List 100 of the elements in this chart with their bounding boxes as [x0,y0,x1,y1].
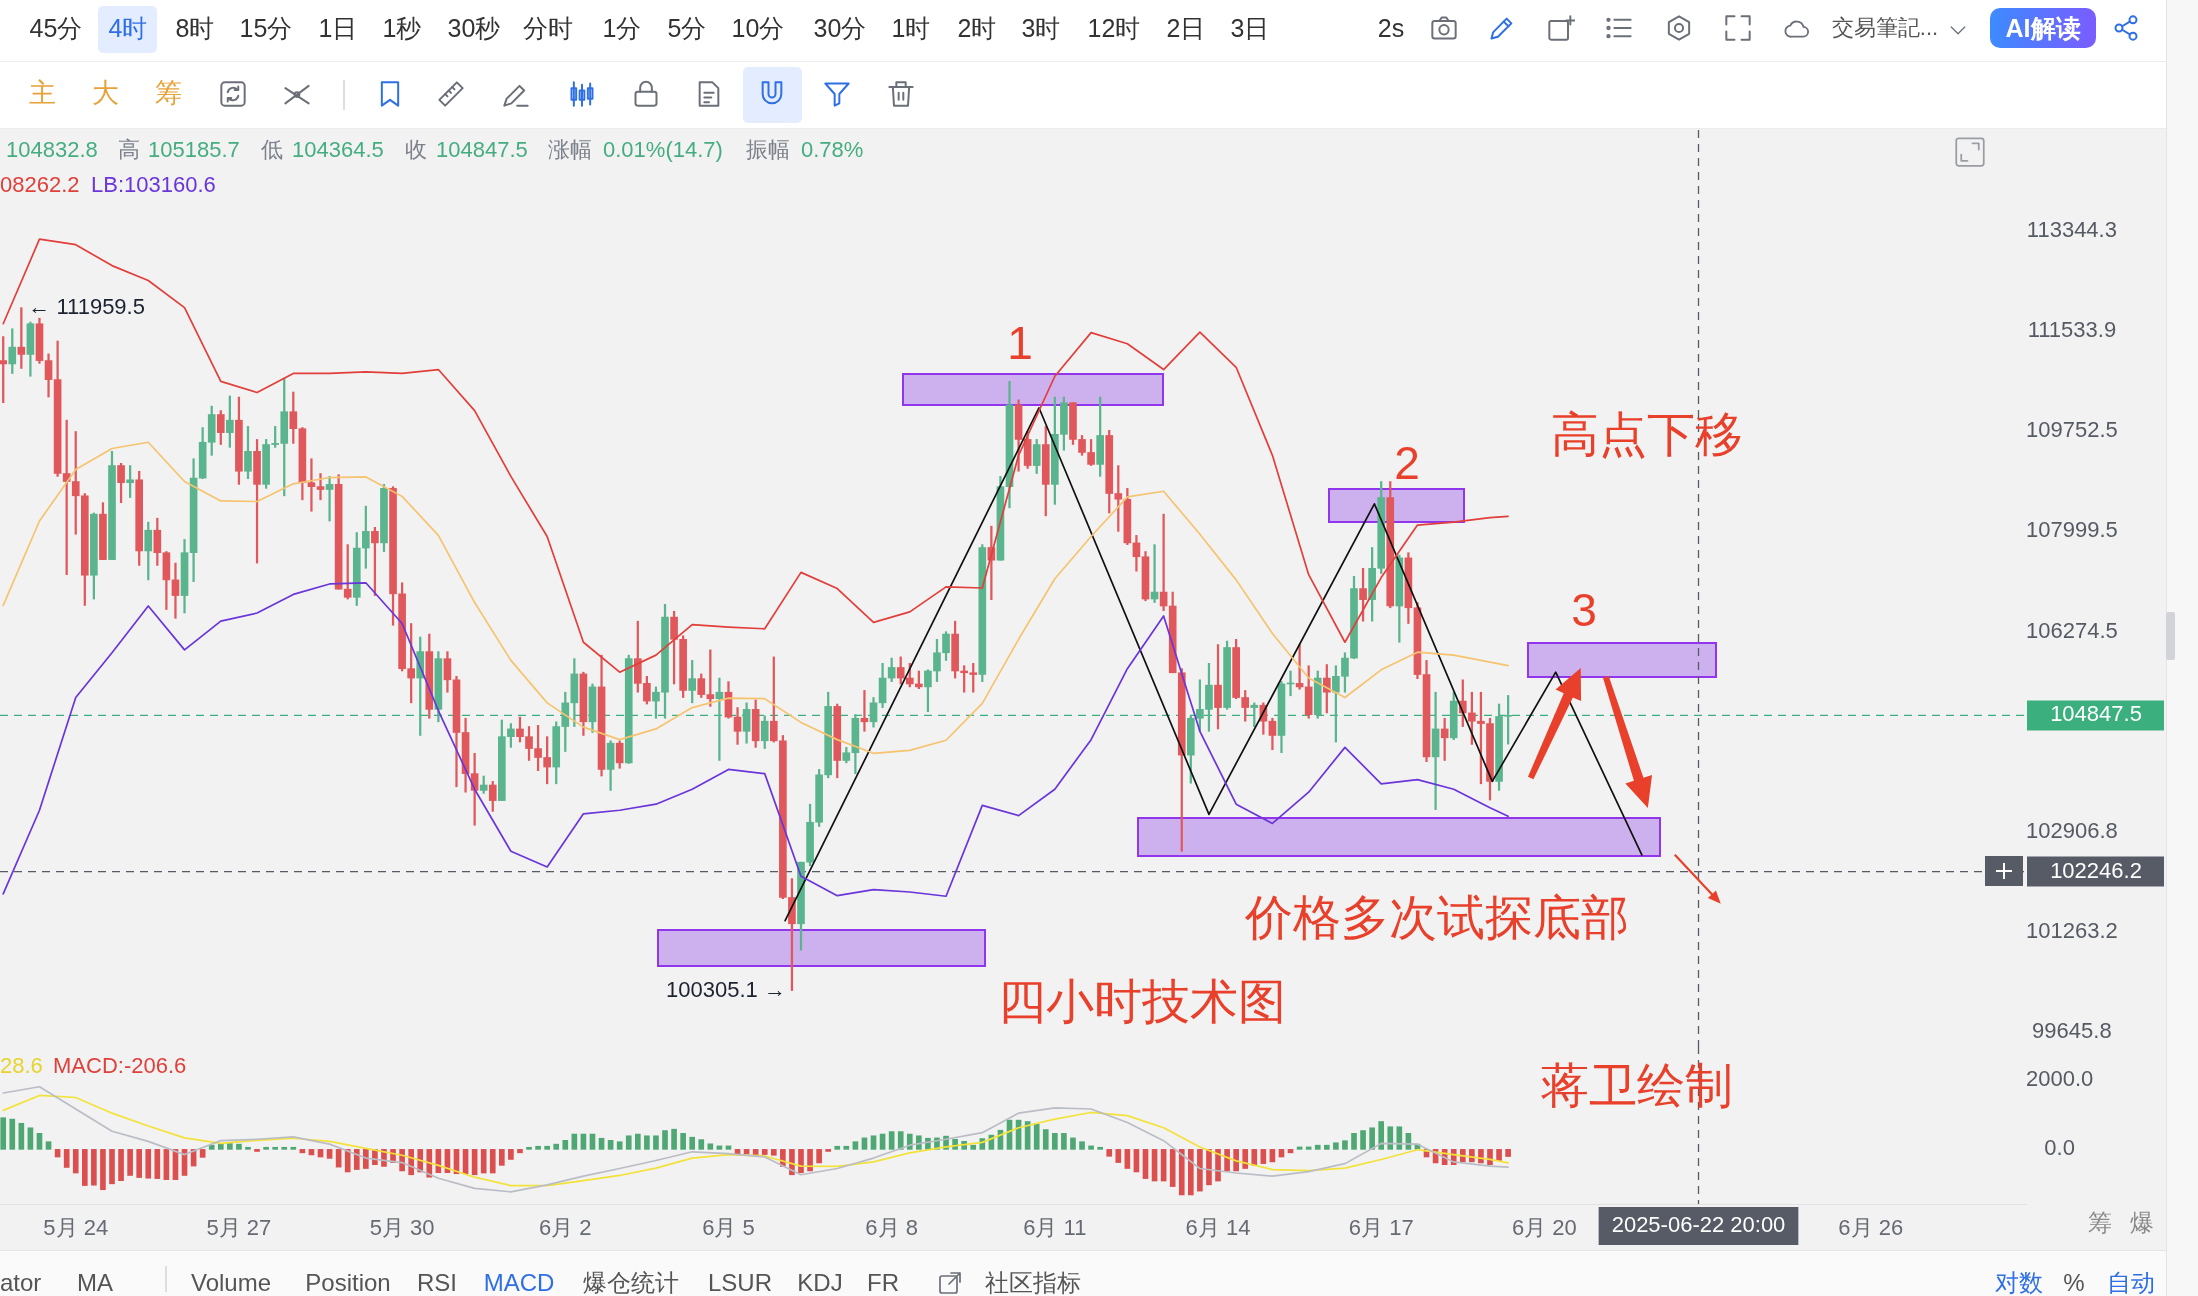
bar [1342,1140,1348,1150]
annotation: ← 111959.5 [28,293,145,319]
text: 交易筆記... [1831,15,1939,41]
text: 1秒 [382,13,422,43]
x-tick-label: 6月 14 [1185,1215,1251,1241]
annotation: MACD:-206.6 [53,1053,187,1079]
bar [1197,1149,1203,1192]
y-tick-label: 107999.5 [2026,517,2118,543]
bar [1305,1146,1312,1150]
annotation: 100305.1 → [666,976,786,1002]
text: 主 [28,78,56,110]
bar [526,1146,532,1150]
bar [698,1139,705,1150]
annotation: 低 [261,137,283,163]
bar [1251,1149,1258,1166]
bar [72,1149,79,1174]
x-tick-label: 6月 8 [865,1215,918,1241]
text: 对数 [1995,1269,2043,1296]
text: 2s [1377,13,1405,43]
bar [1233,1149,1239,1172]
text: MA [77,1269,113,1296]
text: 爆仓统计 [583,1269,679,1296]
y-tick-label: 2000.0 [2026,1065,2094,1091]
candlestick [307,458,316,512]
text: 2日 [1166,13,1206,43]
text: 4时 [108,13,148,43]
bar [100,1149,106,1191]
text: AI解读 [2005,13,2081,43]
bar [1187,1149,1194,1196]
text: 爆 [2130,1209,2154,1237]
candlestick [171,562,180,619]
bar [1505,1149,1511,1157]
bar [680,1133,686,1150]
y-tick-label: 0.0 [2044,1135,2075,1161]
ref-line-label: 102246.2 [2050,857,2142,883]
ref-line-label: 2025-06-22 20:00 [1611,1212,1786,1238]
text: 筹 [154,78,182,110]
bar [326,1149,333,1159]
bar [653,1135,659,1150]
bar [544,1145,550,1150]
bar [109,1149,115,1185]
bar [118,1149,124,1182]
text: 社区指标 [985,1269,1081,1296]
x-tick-label: 6月 20 [1511,1215,1577,1241]
bar [1351,1133,1357,1150]
annotation: 蒋卫绘制 [1541,1058,1733,1114]
text: LSUR [707,1269,773,1296]
bar [517,1149,523,1154]
bar [1242,1149,1249,1169]
bar [761,1149,768,1155]
text: 分时 [523,13,573,43]
bar [63,1149,70,1168]
x-tick-label: 6月 11 [1023,1215,1087,1241]
bar [45,1141,52,1150]
bar [843,1145,850,1150]
annotation: 价格多次试探底部 [1245,890,1629,946]
bar [145,1149,152,1179]
bar [1178,1149,1185,1196]
annotation: 涨幅 [548,137,592,163]
x-tick-label: 6月 26 [1838,1215,1904,1241]
bar [9,1118,16,1150]
annotation: 0.01%(14.7) [603,137,723,163]
bar [1206,1149,1212,1186]
bar [272,1146,279,1150]
annotation: 08262.2 [0,172,80,198]
annotation: 2 [1394,436,1420,490]
bar [644,1135,650,1150]
bar [852,1141,859,1150]
bar [81,1149,88,1186]
text: 2时 [957,13,997,43]
bar [281,1146,288,1150]
text: KDJ [797,1269,843,1296]
bar [535,1145,541,1150]
text: Position [305,1269,391,1296]
text: ator [0,1269,42,1296]
x-tick-label: 5月 30 [369,1215,435,1241]
annotation: 104847.5 [436,137,528,163]
bar [1169,1149,1176,1187]
bar [970,1144,977,1150]
bar [1378,1121,1385,1150]
bar [1496,1149,1502,1161]
bar [562,1139,569,1150]
bar [1224,1149,1230,1172]
text: 1时 [891,13,931,43]
bar [897,1131,904,1150]
bar [1323,1144,1330,1150]
text: 自动 [2107,1269,2155,1296]
y-tick-label: 109752.5 [2026,417,2118,443]
bar [227,1143,233,1150]
text: 12时 [1087,13,1141,43]
bar [1360,1130,1366,1150]
annotation: 收 [405,137,427,163]
text: 30分 [813,13,867,43]
bar [1070,1137,1076,1150]
bar [707,1143,714,1150]
y-tick-label: 113344.3 [2026,217,2117,243]
ref-line-label: 104847.5 [2050,701,2142,727]
bar [770,1149,777,1156]
bar [1387,1126,1394,1150]
text: 筹 [2088,1209,2112,1237]
